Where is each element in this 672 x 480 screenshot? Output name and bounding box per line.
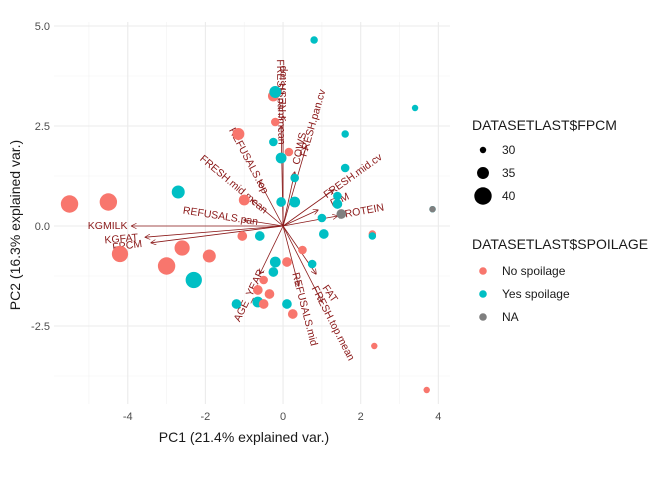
- y-tick-label: 5.0: [35, 21, 50, 33]
- size-legend: DATASETLAST$FPCM 30 35 40: [472, 117, 617, 205]
- data-point: [289, 196, 301, 208]
- grid-major: [54, 22, 450, 404]
- data-point: [254, 231, 265, 241]
- loading-arrow: [260, 225, 284, 274]
- data-point: [268, 267, 279, 277]
- data-point: [264, 289, 275, 299]
- size-legend-key: [477, 167, 489, 179]
- data-point: [290, 173, 300, 183]
- color-legend-label: No spoilage: [502, 264, 566, 278]
- data-point: [174, 240, 190, 256]
- data-point: [368, 232, 377, 240]
- data-point: [276, 197, 286, 207]
- loading-arrow: [281, 126, 283, 227]
- size-legend-key: [474, 187, 492, 205]
- data-point: [99, 193, 118, 211]
- data-point: [298, 245, 307, 255]
- data-point: [269, 137, 278, 147]
- data-point: [336, 209, 347, 219]
- data-point: [269, 86, 282, 98]
- data-point: [341, 130, 349, 138]
- y-axis-ticks: -2.5 0.0 2.5 5.0: [31, 21, 50, 333]
- data-point: [259, 275, 268, 285]
- loading-arrow: [282, 190, 333, 227]
- size-legend-title: DATASETLAST$FPCM: [472, 117, 617, 133]
- size-legend-label: 30: [502, 143, 516, 157]
- y-axis-title: PC2 (16.3% explained var.): [7, 140, 23, 310]
- data-point: [238, 194, 250, 206]
- data-point: [202, 249, 216, 263]
- y-tick-label: -2.5: [31, 321, 50, 333]
- loading-label: FRESH.pan.mean: [274, 59, 288, 145]
- loading-arrow: [282, 210, 318, 227]
- loading-arrow: [282, 225, 322, 302]
- x-tick-label: -2: [201, 411, 211, 423]
- size-legend-label: 35: [502, 166, 516, 180]
- loading-arrow: [260, 182, 284, 227]
- color-legend-key: [479, 290, 487, 298]
- data-point: [60, 195, 79, 213]
- data-point: [371, 342, 378, 350]
- loading-label: REFUSALS.mid: [289, 271, 320, 347]
- data-point: [171, 185, 185, 199]
- data-point: [282, 299, 292, 309]
- loading-label: KGMILK: [88, 220, 128, 232]
- loading-arrow: [244, 220, 284, 227]
- color-legend: DATASETLAST$SPOILAGE No spoilage Yes spoi…: [472, 236, 648, 324]
- size-legend-label: 40: [502, 189, 516, 203]
- data-point: [317, 213, 327, 223]
- x-tick-label: 2: [358, 411, 364, 423]
- loading-arrow: [252, 200, 284, 227]
- data-point: [333, 191, 342, 201]
- data-point: [318, 229, 329, 239]
- color-legend-label: NA: [502, 310, 519, 324]
- loading-label: REFUSALS.pan: [182, 205, 259, 228]
- x-axis-title: PC1 (21.4% explained var.): [159, 429, 329, 445]
- size-legend-key: [479, 146, 487, 154]
- data-point: [340, 163, 350, 173]
- data-point: [237, 231, 248, 241]
- data-point: [429, 206, 436, 213]
- data-point: [232, 128, 245, 140]
- x-axis-ticks: -4 -2 0 2 4: [123, 411, 442, 423]
- data-point: [185, 271, 202, 289]
- data-point: [275, 152, 287, 164]
- color-legend-title: DATASETLAST$SPOILAGE: [472, 236, 648, 252]
- loading-label: FRESH.top: [277, 65, 289, 118]
- color-legend-label: Yes spoilage: [502, 287, 570, 301]
- x-tick-label: 0: [280, 411, 286, 423]
- data-point: [310, 36, 318, 44]
- data-point: [269, 256, 281, 268]
- data-point: [411, 104, 419, 112]
- loading-arrow: [151, 225, 284, 243]
- data-point: [270, 117, 280, 127]
- color-legend-key: [479, 267, 487, 275]
- y-tick-label: 0.0: [35, 221, 50, 233]
- loading-arrow: [145, 225, 284, 237]
- color-legend-key: [479, 313, 487, 321]
- data-point: [287, 309, 298, 319]
- loading-arrow: [282, 225, 299, 286]
- data-point: [157, 257, 176, 275]
- data-point: [231, 299, 242, 309]
- data-point: [252, 285, 263, 295]
- data-point: [307, 259, 317, 269]
- loading-arrow: [282, 216, 337, 227]
- x-tick-label: 4: [435, 411, 441, 423]
- data-point: [258, 299, 269, 309]
- data-point: [423, 386, 430, 394]
- loading-label: KGFAT: [104, 232, 139, 247]
- data-point: [282, 257, 292, 267]
- data-point: [332, 199, 343, 209]
- data-point: [284, 147, 294, 157]
- loading-arrow: [282, 146, 306, 227]
- grid-minor: [54, 22, 450, 404]
- data-point: [111, 245, 129, 263]
- points-layer: [60, 36, 436, 394]
- y-tick-label: 2.5: [35, 121, 50, 133]
- loading-label: AGE_YEAR: [232, 267, 268, 324]
- x-tick-label: -4: [123, 411, 133, 423]
